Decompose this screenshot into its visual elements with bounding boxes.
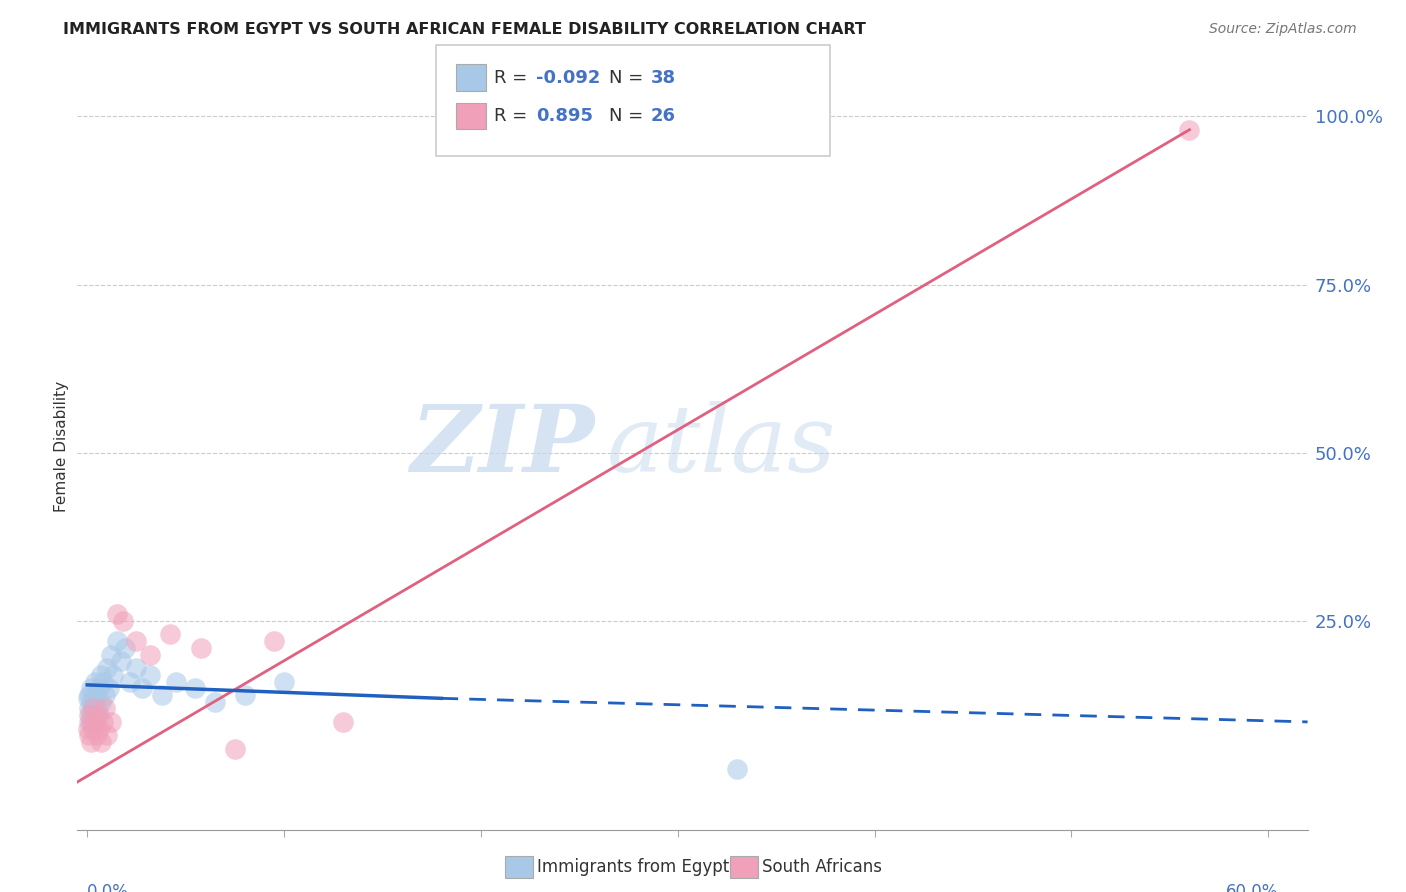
Point — [84, 695, 107, 709]
Point — [139, 648, 162, 662]
Point — [190, 640, 212, 655]
Point — [204, 695, 226, 709]
Point — [80, 681, 103, 696]
Point — [233, 688, 256, 702]
Point — [139, 667, 162, 681]
Point — [90, 735, 112, 749]
Point — [273, 674, 295, 689]
Point — [77, 722, 100, 736]
Point — [91, 714, 114, 729]
Point — [80, 735, 103, 749]
Text: 26: 26 — [651, 107, 676, 125]
Point — [159, 627, 181, 641]
Point — [725, 762, 748, 776]
Point — [94, 701, 117, 715]
Point — [96, 728, 118, 742]
Point — [86, 688, 108, 702]
Point — [100, 714, 122, 729]
Point — [101, 667, 124, 681]
Point — [224, 741, 246, 756]
Point — [86, 701, 108, 715]
Point — [87, 708, 110, 723]
Point — [111, 614, 134, 628]
Text: IMMIGRANTS FROM EGYPT VS SOUTH AFRICAN FEMALE DISABILITY CORRELATION CHART: IMMIGRANTS FROM EGYPT VS SOUTH AFRICAN F… — [63, 22, 866, 37]
Text: Immigrants from Egypt: Immigrants from Egypt — [537, 858, 730, 876]
Point — [86, 728, 108, 742]
Y-axis label: Female Disability: Female Disability — [53, 380, 69, 512]
Point — [96, 661, 118, 675]
Point — [165, 674, 187, 689]
Point — [80, 714, 103, 729]
Text: R =: R = — [494, 69, 533, 87]
Point — [87, 681, 110, 696]
Point — [150, 688, 173, 702]
Text: South Africans: South Africans — [762, 858, 882, 876]
Point — [77, 688, 100, 702]
Text: 60.0%: 60.0% — [1226, 883, 1278, 892]
Point — [82, 701, 104, 715]
Point — [77, 701, 100, 715]
Point — [77, 714, 100, 729]
Point — [82, 722, 104, 736]
Point — [125, 661, 148, 675]
Text: -0.092: -0.092 — [536, 69, 600, 87]
Text: atlas: atlas — [606, 401, 835, 491]
Point — [125, 634, 148, 648]
Point — [77, 728, 100, 742]
Text: Source: ZipAtlas.com: Source: ZipAtlas.com — [1209, 22, 1357, 37]
Point — [105, 634, 128, 648]
Point — [100, 648, 122, 662]
Point — [80, 708, 103, 723]
Text: ZIP: ZIP — [409, 401, 595, 491]
Point — [90, 667, 112, 681]
Point — [1178, 122, 1201, 136]
Point — [90, 695, 112, 709]
Point — [87, 722, 110, 736]
Text: R =: R = — [494, 107, 538, 125]
Point — [114, 640, 136, 655]
Point — [131, 681, 153, 696]
Point — [77, 708, 100, 723]
Text: 0.895: 0.895 — [536, 107, 593, 125]
Point — [263, 634, 285, 648]
Point — [84, 674, 107, 689]
Point — [86, 708, 108, 723]
Point — [110, 654, 132, 668]
Point — [77, 691, 100, 706]
Point — [120, 674, 142, 689]
Point — [80, 695, 103, 709]
Point — [82, 714, 104, 729]
Point — [91, 674, 114, 689]
Point — [97, 681, 120, 696]
Point — [332, 714, 354, 729]
Point — [84, 714, 107, 729]
Text: N =: N = — [609, 107, 648, 125]
Point — [105, 607, 128, 622]
Point — [82, 701, 104, 715]
Text: N =: N = — [609, 69, 648, 87]
Point — [184, 681, 207, 696]
Text: 38: 38 — [651, 69, 676, 87]
Point — [82, 688, 104, 702]
Text: 0.0%: 0.0% — [87, 883, 129, 892]
Point — [94, 688, 117, 702]
